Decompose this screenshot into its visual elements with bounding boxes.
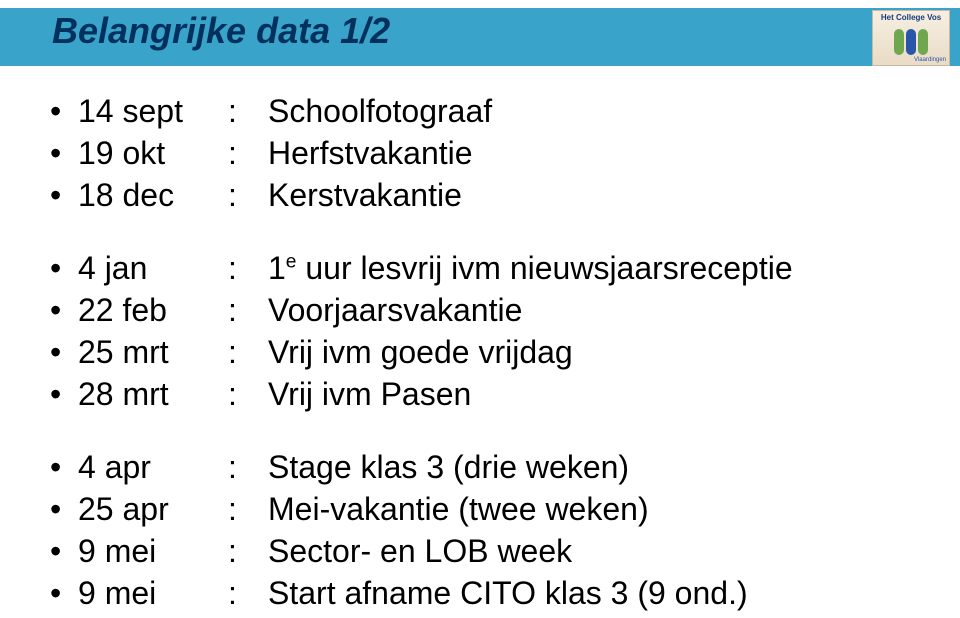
bullet-icon: • (50, 572, 78, 614)
description-label: Vrij ivm Pasen (268, 373, 850, 415)
colon-label: : (228, 373, 268, 415)
date-row: •4 apr:Stage klas 3 (drie weken) (50, 446, 850, 488)
colon-label: : (228, 247, 268, 289)
bullet-icon: • (50, 530, 78, 572)
description-label: Mei-vakantie (twee weken) (268, 488, 850, 530)
bullet-icon: • (50, 373, 78, 415)
bullet-icon: • (50, 331, 78, 373)
date-label: 19 okt (78, 132, 228, 174)
bullet-icon: • (50, 446, 78, 488)
description-label: 1e uur lesvrij ivm nieuwsjaarsreceptie (268, 247, 850, 289)
colon-label: : (228, 90, 268, 132)
colon-label: : (228, 446, 268, 488)
bullet-icon: • (50, 247, 78, 289)
bullet-icon: • (50, 289, 78, 331)
date-row: •18 dec:Kerstvakantie (50, 174, 850, 216)
description-label: Start afname CITO klas 3 (9 ond.) (268, 572, 850, 614)
description-label: Herfstvakantie (268, 132, 850, 174)
colon-label: : (228, 530, 268, 572)
date-row: •28 mrt:Vrij ivm Pasen (50, 373, 850, 415)
description-label: Stage klas 3 (drie weken) (268, 446, 850, 488)
description-label: Voorjaarsvakantie (268, 289, 850, 331)
colon-label: : (228, 572, 268, 614)
date-label: 25 mrt (78, 331, 228, 373)
logo-oval-2 (906, 29, 916, 55)
date-group: •14 sept:Schoolfotograaf•19 okt:Herfstva… (50, 90, 850, 217)
date-row: •9 mei:Start afname CITO klas 3 (9 ond.) (50, 572, 850, 614)
description-label: Sector- en LOB week (268, 530, 850, 572)
date-label: 4 apr (78, 446, 228, 488)
logo-top-text: Het College Vos (873, 13, 949, 22)
date-label: 4 jan (78, 247, 228, 289)
colon-label: : (228, 488, 268, 530)
colon-label: : (228, 132, 268, 174)
content-area: •14 sept:Schoolfotograaf•19 okt:Herfstva… (50, 90, 850, 618)
date-label: 18 dec (78, 174, 228, 216)
date-group: •4 jan:1e uur lesvrij ivm nieuwsjaarsrec… (50, 247, 850, 416)
description-label: Kerstvakantie (268, 174, 850, 216)
date-label: 14 sept (78, 90, 228, 132)
description-label: Schoolfotograaf (268, 90, 850, 132)
date-row: •14 sept:Schoolfotograaf (50, 90, 850, 132)
date-row: •9 mei:Sector- en LOB week (50, 530, 850, 572)
date-row: •25 apr:Mei-vakantie (twee weken) (50, 488, 850, 530)
date-label: 9 mei (78, 572, 228, 614)
date-label: 28 mrt (78, 373, 228, 415)
date-row: •4 jan:1e uur lesvrij ivm nieuwsjaarsrec… (50, 247, 850, 289)
date-label: 22 feb (78, 289, 228, 331)
date-row: •25 mrt:Vrij ivm goede vrijdag (50, 331, 850, 373)
bullet-icon: • (50, 132, 78, 174)
date-label: 25 apr (78, 488, 228, 530)
colon-label: : (228, 289, 268, 331)
logo-sub-text: Vlaardingen (914, 57, 946, 63)
school-logo: Het College Vos Vlaardingen (872, 10, 950, 66)
bullet-icon: • (50, 90, 78, 132)
description-label: Vrij ivm goede vrijdag (268, 331, 850, 373)
date-label: 9 mei (78, 530, 228, 572)
title-bar: Belangrijke data 1/2 Het College Vos Vla… (0, 8, 960, 66)
logo-oval-3 (918, 29, 928, 55)
date-group: •4 apr:Stage klas 3 (drie weken)•25 apr:… (50, 446, 850, 615)
date-row: •22 feb:Voorjaarsvakantie (50, 289, 850, 331)
logo-oval-1 (894, 29, 904, 55)
slide-title: Belangrijke data 1/2 (52, 10, 390, 52)
date-row: •19 okt:Herfstvakantie (50, 132, 850, 174)
slide: Belangrijke data 1/2 Het College Vos Vla… (0, 0, 960, 618)
colon-label: : (228, 174, 268, 216)
logo-shapes (894, 29, 928, 55)
bullet-icon: • (50, 488, 78, 530)
colon-label: : (228, 331, 268, 373)
bullet-icon: • (50, 174, 78, 216)
